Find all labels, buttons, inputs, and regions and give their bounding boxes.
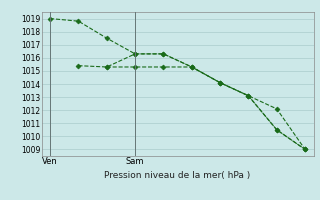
X-axis label: Pression niveau de la mer( hPa ): Pression niveau de la mer( hPa ) — [104, 171, 251, 180]
